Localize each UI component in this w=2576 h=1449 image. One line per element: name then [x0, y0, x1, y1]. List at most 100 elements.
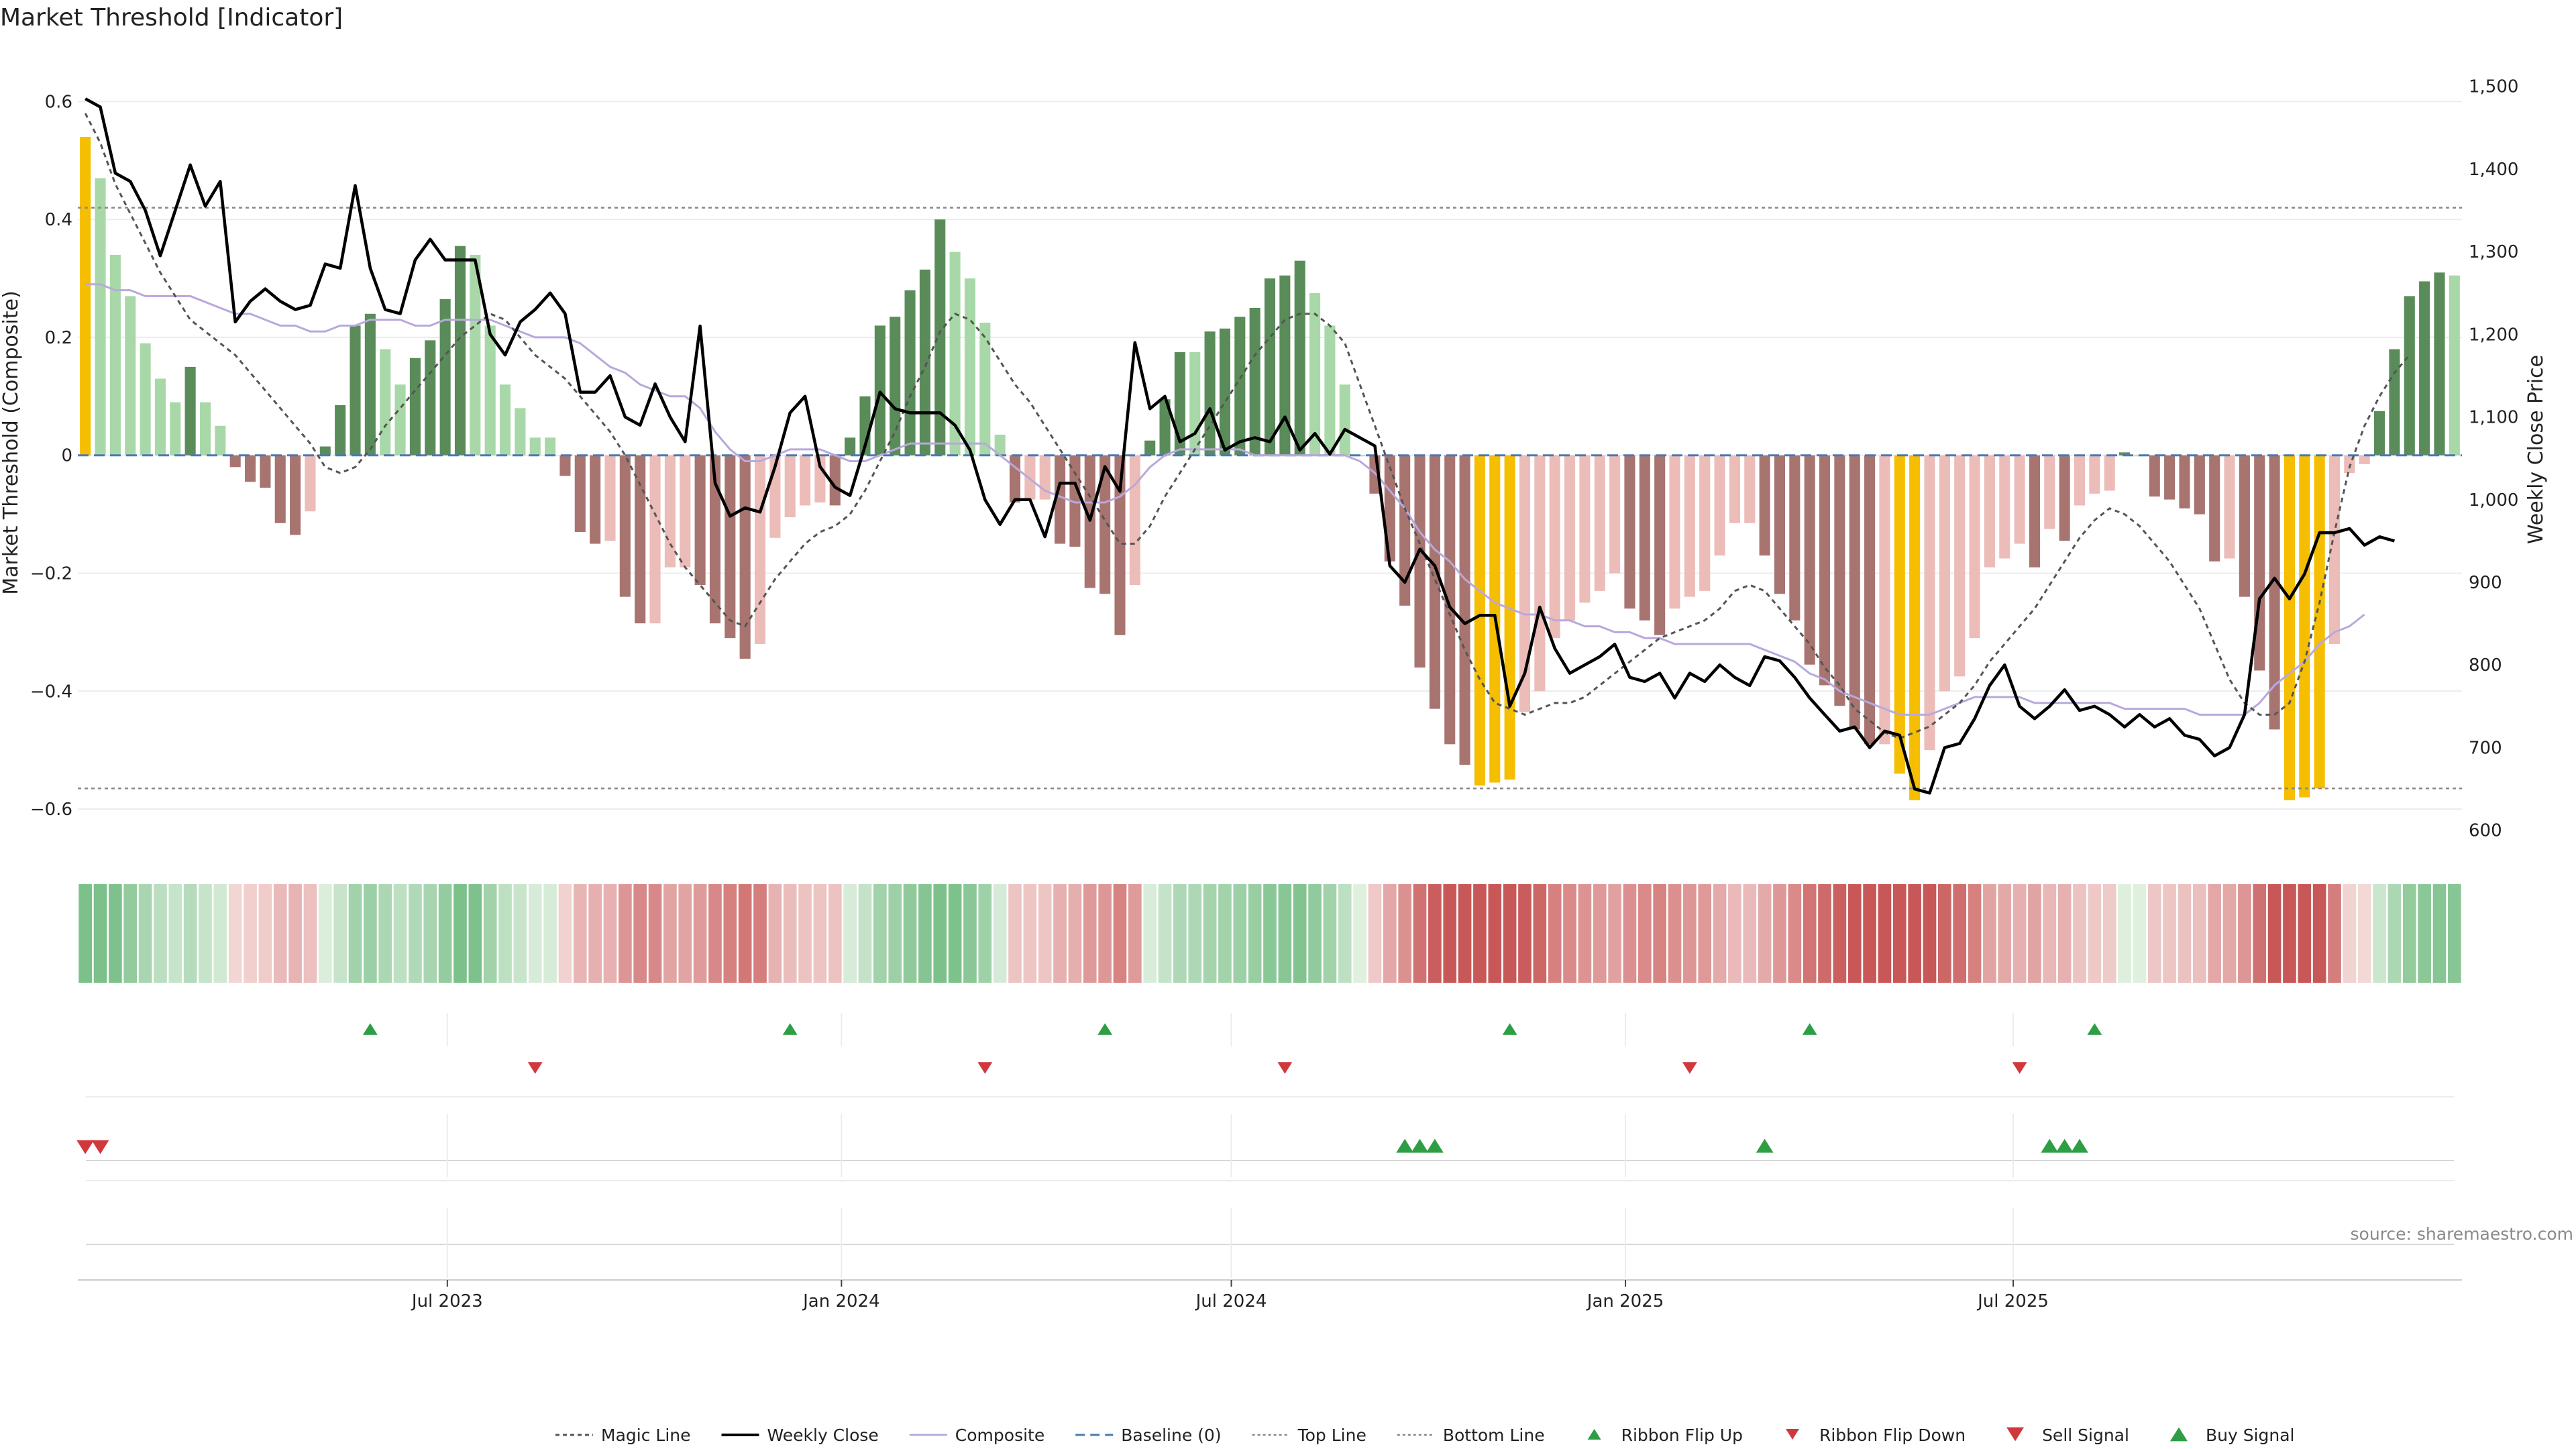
right-axis-label: Weekly Close Price: [2524, 355, 2548, 544]
composite-bar: [2404, 296, 2415, 455]
composite-bar: [1189, 352, 1201, 455]
ribbon-cell: [1713, 884, 1727, 983]
ribbon-cell: [1743, 884, 1757, 983]
legend-label: Baseline (0): [1121, 1426, 1221, 1445]
composite-bar: [845, 437, 856, 455]
ribbon-cell: [543, 884, 557, 983]
ribbon-cell: [903, 884, 917, 983]
composite-bar: [1009, 455, 1021, 503]
ribbon-cell: [1098, 884, 1112, 983]
composite-bar: [2119, 452, 2131, 455]
composite-bar: [2164, 455, 2176, 500]
ribbon-cell: [768, 884, 782, 983]
ribbon-cell: [1083, 884, 1097, 983]
composite-bar: [1459, 455, 1470, 765]
ribbon-cell: [1698, 884, 1712, 983]
ribbon-cell: [1892, 884, 1907, 983]
composite-bar: [649, 455, 661, 624]
buy-signal-marker: [1411, 1138, 1429, 1153]
composite-bar: [890, 317, 901, 455]
x-tick-label: Jan 2024: [802, 1291, 880, 1311]
composite-bar: [1564, 455, 1576, 621]
legend-swatch-sell: [2006, 1427, 2025, 1442]
composite-bar: [425, 340, 436, 455]
ribbon-cell: [2043, 884, 2057, 983]
composite-bar: [574, 455, 586, 532]
right-tick-label: 700: [2469, 738, 2502, 758]
composite-bar: [680, 455, 691, 568]
buy-signal-marker: [2055, 1138, 2074, 1153]
composite-bar: [1654, 455, 1666, 635]
composite-bar: [290, 455, 301, 535]
composite-bar: [874, 325, 885, 455]
legend-label: Composite: [955, 1426, 1044, 1445]
composite-bar: [1744, 455, 1756, 523]
ribbon-cell: [1818, 884, 1831, 983]
ribbon-cell: [1383, 884, 1397, 983]
composite-bar: [904, 290, 916, 455]
composite-bar: [919, 269, 930, 455]
ribbon-cell: [1847, 884, 1862, 983]
composite-bar: [1684, 455, 1695, 597]
ribbon-cell: [1833, 884, 1847, 983]
legend-label: Buy Signal: [2206, 1426, 2295, 1445]
ribbon-cell: [1608, 884, 1621, 983]
right-tick-label: 1,500: [2469, 77, 2518, 97]
composite-bar: [1055, 455, 1066, 544]
ribbon-cell: [1398, 884, 1412, 983]
ribbon-cell: [1593, 884, 1607, 983]
ribbon-cell: [1203, 884, 1217, 983]
composite-bar: [1219, 328, 1230, 455]
ribbon-cell: [78, 884, 93, 983]
ribbon-cell: [453, 884, 467, 983]
composite-bar: [1279, 275, 1291, 455]
ribbon-cell: [2133, 884, 2147, 983]
composite-bar: [1294, 260, 1305, 455]
buy-signal-marker: [1396, 1138, 1414, 1153]
ribbon-cell: [2418, 884, 2431, 983]
composite-bar: [335, 405, 346, 455]
y-axis-ticks: 0.6 0.4 0.2 0 −0.2 −0.4 −0.6 1,500 1,400 1,300 1,2…: [30, 77, 2519, 841]
composite-bar: [529, 437, 541, 455]
composite-bar: [1714, 455, 1725, 556]
composite-bar: [319, 446, 331, 455]
magic-line: [84, 113, 2410, 740]
composite-bar: [1984, 455, 1995, 568]
composite-bar: [260, 455, 271, 488]
composite-bar: [2014, 455, 2025, 544]
x-tick-label: Jul 2025: [1976, 1291, 2049, 1311]
sell-signal-marker: [76, 1140, 95, 1155]
legend-label: Sell Signal: [2042, 1426, 2129, 1445]
ribbon-cell: [1488, 884, 1502, 983]
ribbon-cell: [1518, 884, 1532, 983]
composite-bar: [245, 455, 256, 482]
composite-bar: [2089, 455, 2100, 494]
ribbon-cell: [2328, 884, 2341, 983]
ribbon-cell: [888, 884, 902, 983]
ribbon-cell: [2298, 884, 2312, 983]
composite-bar: [394, 384, 406, 455]
ribbon-cell: [1443, 884, 1457, 983]
ribbon-cell: [828, 884, 842, 983]
composite-bar: [1894, 455, 1905, 774]
legend-swatch-flip-down: [1785, 1429, 1799, 1440]
left-tick-label: 0.6: [45, 92, 72, 112]
composite-bar: [454, 246, 466, 455]
ribbon-cell: [619, 884, 632, 983]
ribbon-cell: [364, 884, 377, 983]
composite-bar: [1954, 455, 1966, 677]
ribbon-flip-up-marker: [1097, 1023, 1113, 1035]
composite-bar: [1264, 278, 1276, 455]
ribbon-cell: [948, 884, 962, 983]
composite-bar: [1609, 455, 1621, 574]
left-axis-label: Market Threshold (Composite): [0, 290, 23, 595]
composite-bar: [140, 343, 151, 455]
ribbon-cell: [2118, 884, 2131, 983]
ribbon-cell: [2102, 884, 2116, 983]
composite-bar: [1819, 455, 1831, 686]
composite-bar: [829, 455, 841, 506]
ribbon-cell: [1668, 884, 1682, 983]
ribbon-cell: [648, 884, 662, 983]
left-tick-label: −0.2: [30, 564, 72, 584]
ribbon-cell: [154, 884, 167, 983]
